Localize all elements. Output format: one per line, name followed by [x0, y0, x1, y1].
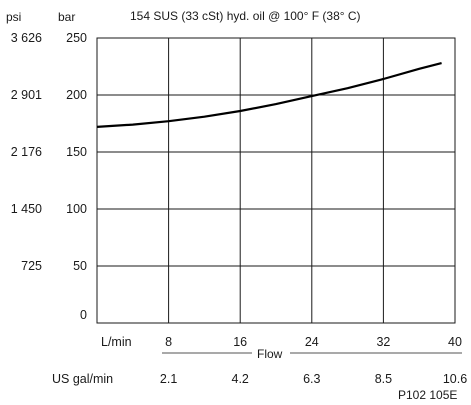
psi-unit-label: psi — [6, 10, 21, 24]
x-tick-label-lmin: 40 — [448, 335, 462, 349]
x-tick-label-lmin: 8 — [165, 335, 172, 349]
grid — [97, 38, 455, 323]
bar-tick-label: 200 — [66, 88, 87, 102]
chart-title: 154 SUS (33 cSt) hyd. oil @ 100° F (38° … — [130, 9, 361, 23]
x-tick-label-gal: 6.3 — [303, 372, 320, 386]
x-tick-label-gal: 2.1 — [160, 372, 177, 386]
bar-tick-label: 100 — [66, 202, 87, 216]
bar-tick-label: 150 — [66, 145, 87, 159]
bar-tick-label: 250 — [66, 31, 87, 45]
x-axis-title: Flow — [257, 347, 283, 361]
x-unit-lmin: L/min — [101, 335, 132, 349]
x-tick-label-gal: 10.6 — [443, 372, 467, 386]
bar-tick-label: 0 — [80, 308, 87, 322]
psi-tick-label: 2 901 — [11, 88, 42, 102]
x-tick-label-lmin: 16 — [233, 335, 247, 349]
series-curve — [96, 62, 442, 128]
y-axis-labels: 250 3 626 200 2 901 150 2 176 100 1 450 50 725 0 — [11, 31, 87, 322]
x-tick-label-gal: 4.2 — [232, 372, 249, 386]
x-axis-labels-lmin: 8 16 24 32 40 — [165, 335, 462, 349]
figure-id: P102 105E — [398, 388, 457, 402]
x-tick-label-lmin: 32 — [376, 335, 390, 349]
bar-unit-label: bar — [58, 10, 75, 24]
psi-tick-label: 1 450 — [11, 202, 42, 216]
psi-tick-label: 3 626 — [11, 31, 42, 45]
plot-frame — [96, 37, 456, 324]
psi-tick-label: 725 — [21, 259, 42, 273]
bar-tick-label: 50 — [73, 259, 87, 273]
psi-tick-label: 2 176 — [11, 145, 42, 159]
x-tick-label-lmin: 24 — [305, 335, 319, 349]
x-tick-label-gal: 8.5 — [375, 372, 392, 386]
x-unit-gal: US gal/min — [52, 372, 113, 386]
x-axis-labels-gal: 2.1 4.2 6.3 8.5 10.6 — [160, 372, 467, 386]
